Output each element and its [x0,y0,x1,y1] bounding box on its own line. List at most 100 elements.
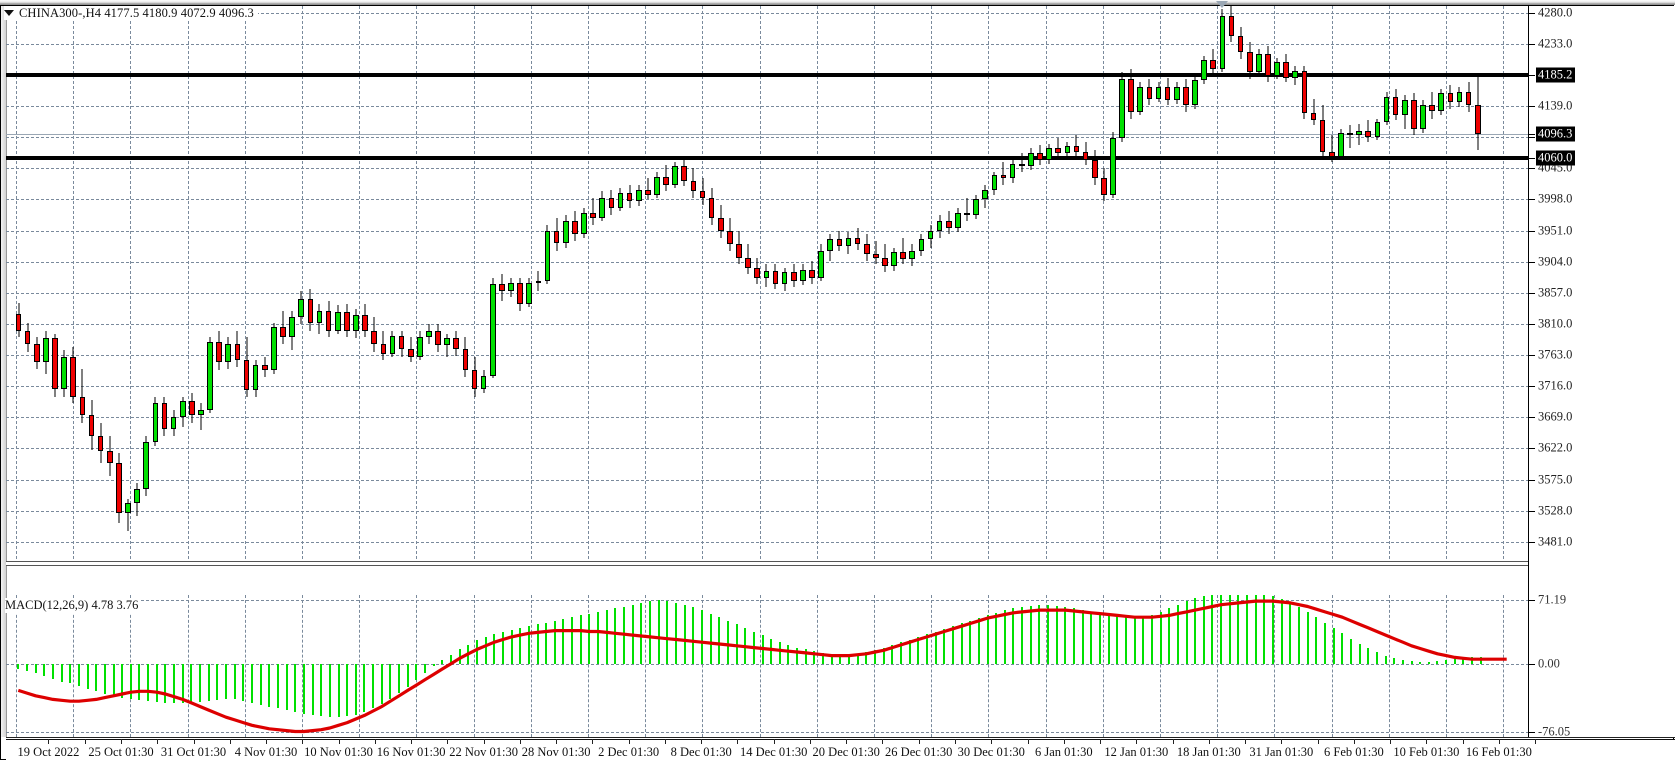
time-tick [157,739,159,744]
candlestick [1246,6,1253,559]
candlestick [562,6,569,559]
time-tick [1498,739,1500,744]
axis-tick [1529,12,1535,14]
candlestick [508,6,514,559]
chevron-down-icon[interactable] [4,10,14,16]
candlestick [261,6,268,559]
axis-tick [1529,417,1535,419]
macd-bar [571,617,574,664]
macd-bar [874,650,876,664]
candlestick [1301,6,1308,559]
price-level-current-price[interactable] [6,134,1529,136]
time-axis-label: 6 Feb 01:30 [1324,745,1384,759]
macd-bar [1047,604,1050,664]
candlestick [982,6,989,559]
macd-bar [726,620,729,664]
macd-bar [1202,595,1205,664]
candle-body [52,338,58,389]
candlestick [1064,6,1071,559]
macd-bar [181,663,184,703]
candle-body [280,327,286,338]
time-axis-label: 16 Nov 01:30 [376,745,446,759]
price-chart-pane[interactable] [6,6,1529,559]
candle-body [334,311,341,331]
macd-bar [1073,608,1076,664]
candlestick [1046,6,1052,559]
macd-bar [545,622,548,664]
candle-body [1073,146,1080,152]
price-axis-label: 3998.0 [1538,191,1573,206]
candle-body [371,330,378,344]
candle-body [489,284,496,376]
candle-body [61,357,67,389]
candlestick [1319,6,1326,559]
candlestick [973,6,979,559]
macd-bar [311,663,314,716]
time-tick [374,739,376,744]
candlestick [1401,6,1408,559]
macd-bar [536,624,539,664]
time-axis[interactable]: 19 Oct 2022 25 Oct 01:30 31 Oct 01:30 4 Nov… [6,739,1675,763]
candlestick [1100,6,1107,559]
candle-body [43,338,49,363]
price-level-support[interactable] [6,156,1529,161]
time-tick [918,739,920,744]
candlestick [362,6,368,559]
candle-wick [875,241,877,265]
macd-bar [1142,616,1145,664]
macd-bar [1176,604,1179,664]
macd-bar [51,663,54,679]
candlestick [599,6,606,559]
candle-body [663,176,669,185]
candlestick [1155,6,1162,559]
macd-bar [242,663,245,702]
candle-body [854,237,861,245]
macd-bar [666,601,669,664]
macd-bar [173,663,176,703]
left-scroll-rail[interactable] [1,6,7,737]
macd-bar [1133,617,1136,664]
macd-bar [943,628,946,664]
candle-wick [966,198,968,222]
time-axis-label: 10 Feb 01:30 [1393,745,1460,759]
candle-body [644,190,651,195]
candlestick [398,6,405,559]
macd-bar [199,663,202,703]
price-level-resistance[interactable] [6,73,1529,78]
macd-bar [1168,608,1171,664]
candle-body [1438,93,1445,111]
axis-tick [1529,323,1535,325]
candle-wick [537,270,539,291]
candle-body [444,338,450,346]
macd-bar [1410,660,1413,664]
candle-body [134,489,140,503]
macd-bar [1401,660,1404,664]
macd-bar [302,663,305,714]
price-axis[interactable]: 4280.04233.04186.04139.04092.04045.03998… [1528,5,1675,738]
macd-bar [441,660,444,664]
macd-chart-pane[interactable] [6,595,1529,737]
candle-body [316,310,323,323]
macd-bar [424,663,427,673]
candlestick [417,6,423,559]
candlestick [1356,6,1362,559]
candlestick [1173,6,1180,559]
price-axis-label: 3904.0 [1538,254,1573,269]
time-tick [592,739,594,744]
candlestick [1465,6,1472,559]
candlestick [198,6,204,559]
macd-bar [354,663,357,715]
macd-bar [43,663,46,677]
candle-body [1091,159,1098,179]
candlestick [663,6,669,559]
macd-bar [951,626,954,664]
chart-scroll-marker[interactable] [1216,1,1228,8]
symbol-header[interactable]: CHINA300-,H4 4177.5 4180.9 4072.9 4096.3 [4,6,258,20]
axis-tick [1529,448,1535,450]
candle-body [672,166,678,185]
candlestick [1219,6,1226,559]
candle-body [225,343,232,363]
macd-bar [787,644,790,664]
candle-body [307,298,314,323]
candle-body [353,314,359,331]
